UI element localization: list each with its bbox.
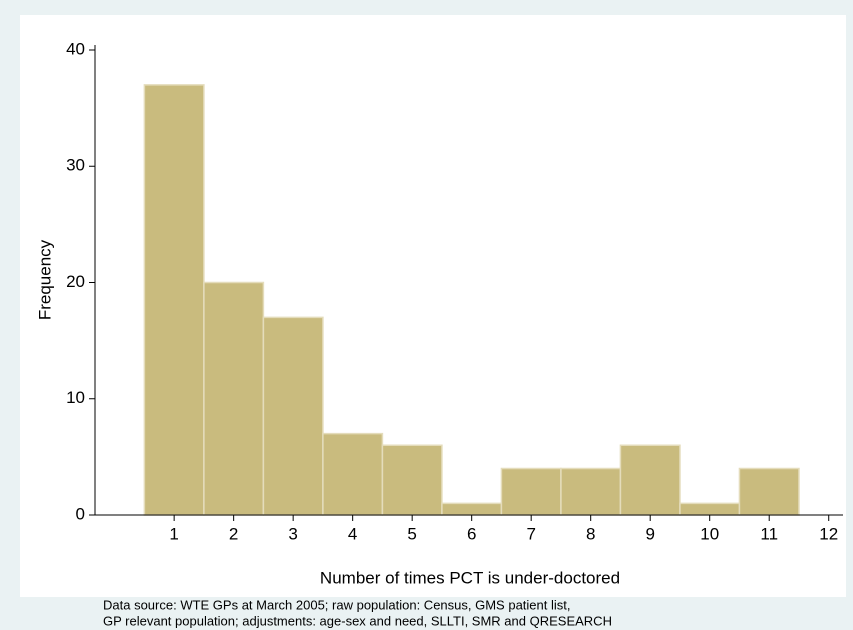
- x-tick-label: 10: [700, 524, 719, 543]
- bar: [679, 502, 741, 516]
- bar: [619, 444, 681, 516]
- bar: [262, 316, 324, 516]
- bar: [441, 502, 503, 516]
- bar: [381, 444, 443, 516]
- x-tick-label: 7: [526, 524, 535, 543]
- x-axis-label: Number of times PCT is under-doctored: [320, 568, 620, 587]
- bar: [560, 467, 622, 516]
- y-axis-label: Frequency: [35, 239, 54, 320]
- bar: [203, 281, 265, 516]
- x-tick-label: 1: [169, 524, 178, 543]
- x-tick-label: 8: [586, 524, 595, 543]
- y-tick-label: 30: [66, 156, 85, 175]
- x-tick-label: 12: [819, 524, 838, 543]
- x-tick-label: 6: [467, 524, 476, 543]
- x-tick-label: 5: [407, 524, 416, 543]
- y-tick-label: 0: [76, 504, 85, 523]
- note: Data source: WTE GPs at March 2005; raw …: [103, 597, 570, 612]
- bar: [322, 432, 384, 516]
- bar: [143, 84, 205, 516]
- y-tick-label: 40: [66, 39, 85, 58]
- x-tick-label: 4: [348, 524, 357, 543]
- x-tick-label: 2: [229, 524, 238, 543]
- y-tick-label: 10: [66, 388, 85, 407]
- x-tick-label: 11: [760, 524, 778, 543]
- x-tick-label: 9: [645, 524, 654, 543]
- bar: [500, 467, 562, 516]
- y-tick-label: 20: [66, 272, 85, 291]
- bar: [738, 467, 800, 516]
- x-tick-label: 3: [288, 524, 297, 543]
- note: GP relevant population; adjustments: age…: [103, 613, 612, 628]
